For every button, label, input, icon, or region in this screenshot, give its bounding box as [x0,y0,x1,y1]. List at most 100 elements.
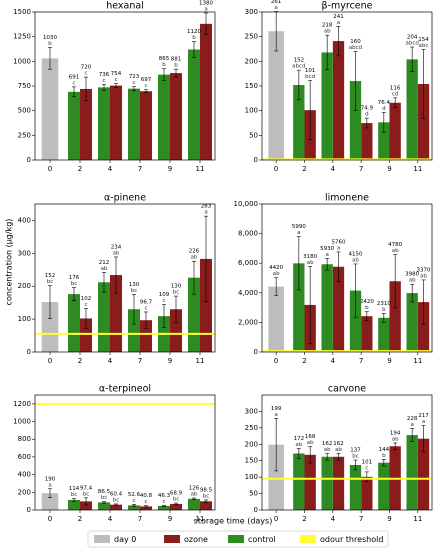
x-tick-label: 7 [359,165,363,173]
x-tick-label: 0 [48,165,52,173]
bar [349,290,362,352]
bar [361,123,373,160]
bar [128,505,140,510]
value-label: 228 [407,416,418,422]
significance-letter: c [144,83,147,89]
x-tick-label: 0 [274,165,278,173]
panel-title: hexanal [106,1,144,12]
bar [110,85,122,160]
y-tick-label: 0 [27,156,31,164]
panel-title: limonene [325,193,369,204]
bar [417,438,430,510]
y-tick-label: 200 [18,488,31,496]
x-tick-label: 11 [413,165,422,173]
y-tick-label: 750 [18,82,31,90]
y-tick-label: 250 [245,424,258,432]
significance-letter: a [204,6,207,12]
y-tick-label: 600 [18,453,31,461]
x-tick-label: 4 [331,515,336,523]
value-label: 3370 [417,267,431,273]
value-label: 152 [45,273,56,279]
value-label: 126 [189,485,200,491]
y-tick-label: 800 [18,435,31,443]
x-tick-label: 9 [387,515,391,523]
bar [98,502,110,510]
value-label: 736 [99,72,110,78]
significance-letter: bc [173,497,180,503]
significance-letter: bc [131,288,138,294]
value-label: 76.4 [378,100,391,106]
x-tick-label: 11 [196,515,205,523]
x-tick-label: 7 [138,165,142,173]
significance-letter: a [274,5,277,11]
x-tick-label: 11 [413,515,422,523]
bar [406,293,418,352]
value-label: 98.5 [200,487,213,493]
y-tick-label: 0 [27,348,31,356]
bar [332,41,345,160]
value-label: 130 [129,282,140,288]
value-label: 283 [201,204,212,210]
significance-letter: c [162,298,165,304]
value-label: 241 [333,14,344,20]
value-label: 60.4 [110,491,123,497]
significance-letter: ab [295,442,302,448]
value-label: 226 [189,249,200,255]
significance-letter: c [84,302,87,308]
value-label: 114 [69,486,80,492]
bar [361,316,373,352]
significance-letter: a [297,230,300,236]
y-tick-label: 1500 [13,8,31,16]
value-label: 154 [418,37,429,43]
bar [293,263,305,352]
significance-letter: ab [392,248,399,254]
bar [80,318,92,352]
value-label: 754 [111,71,122,77]
y-tick-label: 50 [249,490,258,498]
x-tick-label: 11 [196,357,205,365]
y-tick-label: 500 [18,107,31,115]
x-tick-label: 2 [78,357,82,365]
value-label: 1030 [43,35,57,41]
significance-letter: ab [352,257,359,263]
value-label: 3980 [405,272,419,278]
value-label: 723 [129,74,140,80]
significance-letter: b [382,453,386,459]
bar [389,281,401,352]
value-label: 3180 [303,254,317,260]
bar [158,505,170,510]
x-tick-label: 4 [108,515,113,523]
x-tick-label: 9 [168,515,172,523]
x-tick-label: 7 [359,357,363,365]
legend-swatch [228,535,244,543]
y-tick-label: 1000 [13,57,31,65]
value-label: 168 [305,434,316,440]
significance-letter: a [325,252,328,258]
panel-title: α-terpineol [99,384,151,395]
value-label: 46.3 [158,493,171,499]
value-label: 101 [305,68,316,74]
x-tick-label: 0 [274,515,278,523]
value-label: 697 [141,77,152,83]
value-label: 217 [418,413,429,419]
x-tick-label: 9 [387,357,391,365]
bar [158,74,170,160]
bar [304,454,316,510]
plot-frame [261,203,433,353]
x-tick-label: 11 [413,357,422,365]
bar [128,309,140,352]
value-label: 102 [81,296,92,302]
bar [80,501,92,510]
value-label: 116 [390,85,401,91]
value-label: 86.5 [98,489,111,495]
significance-letter: c [132,80,135,86]
bar [140,91,152,160]
bar [321,52,333,160]
value-label: 97.4 [80,485,93,491]
bar [188,49,200,160]
significance-letter: b [365,305,369,311]
bar [98,282,110,352]
bar [349,81,362,160]
x-tick-label: 0 [274,357,278,365]
